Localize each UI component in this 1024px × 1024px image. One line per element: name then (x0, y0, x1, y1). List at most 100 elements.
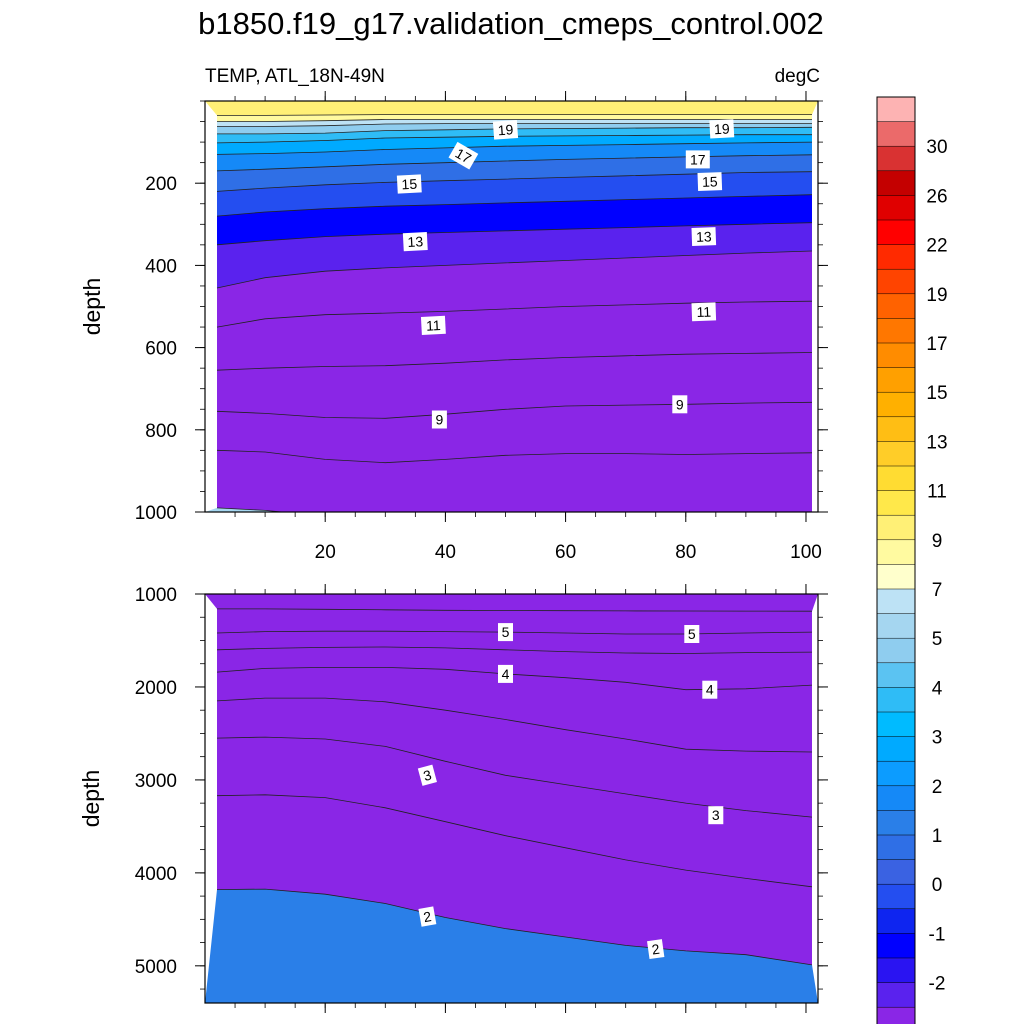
colorbar-label: 15 (926, 383, 947, 404)
colorbar-swatch (877, 318, 915, 344)
x-tick-label: 80 (675, 542, 696, 563)
colorbar-swatch (877, 1007, 915, 1024)
isotherm-line (217, 608, 813, 612)
y-axis-label: depth (79, 278, 105, 336)
units-label: degC (775, 66, 820, 87)
contour-label: 2 (418, 906, 437, 927)
colorbar-label: -2 (929, 974, 946, 995)
isotherm-line (216, 888, 813, 966)
colorbar-swatch (877, 490, 915, 516)
isotherm-line (216, 736, 813, 818)
lower-contour-fill: 5 5 4 4 3 3 2 2 (205, 594, 818, 1003)
colorbar-label: 5 (932, 629, 943, 650)
isotherm-line (216, 222, 813, 246)
contour-label: 9 (431, 410, 447, 429)
colorbar-swatch (877, 244, 915, 270)
y-tick-label: 400 (145, 256, 177, 277)
y-tick-label: 800 (145, 421, 177, 442)
colorbar-swatch (877, 195, 915, 221)
svg-text:19: 19 (714, 120, 731, 137)
y-axis-label: depth (78, 770, 104, 828)
svg-text:5: 5 (502, 624, 510, 640)
contour-band (217, 698, 812, 818)
svg-text:13: 13 (696, 228, 712, 245)
svg-text:9: 9 (436, 412, 444, 428)
contour-band (205, 594, 818, 612)
y-tick-label: 600 (145, 339, 177, 360)
colorbar-swatch (877, 687, 915, 713)
svg-text:2: 2 (422, 908, 433, 925)
colorbar-label: 13 (926, 432, 947, 453)
colorbar-swatch (877, 121, 915, 147)
contour-band (217, 134, 812, 155)
colorbar-swatch (877, 810, 915, 836)
contour-label: 3 (708, 806, 724, 825)
contour-band (217, 251, 812, 328)
colorbar-label: -1 (929, 924, 946, 945)
colorbar-swatch (877, 613, 915, 639)
colorbar-label: 17 (926, 334, 947, 355)
isotherm-line (216, 646, 813, 654)
colorbar-label: 26 (926, 186, 947, 207)
svg-text:5: 5 (688, 626, 696, 642)
svg-text:13: 13 (407, 233, 424, 250)
contour-band (217, 608, 812, 634)
colorbar-label: 1 (932, 826, 943, 847)
colorbar-label: 22 (926, 236, 947, 257)
upper-panel: 19 19 17 17 15 15 13 13 11 11 9 9 200 400 600 800 1000 20… (79, 91, 828, 563)
contour-band (217, 631, 812, 654)
contour-label: 9 (672, 395, 688, 414)
colorbar-swatch (877, 785, 915, 811)
contour-label: 13 (691, 227, 717, 247)
y-tick-label: 4000 (135, 864, 177, 885)
colorbar-swatch (877, 662, 915, 688)
colorbar-swatch (877, 539, 915, 565)
colorbar-swatch (877, 982, 915, 1008)
contour-label: 11 (420, 315, 446, 336)
contour-band (205, 889, 818, 1003)
contour-band (217, 142, 812, 171)
isotherm-line (216, 794, 813, 888)
svg-text:2: 2 (651, 941, 661, 958)
contour-label: 13 (402, 231, 428, 252)
colorbar: 30 26 22 19 17 15 13 11 9 7 5 4 3 2 1 0 -1 -2 (876, 96, 948, 1024)
contour-label: 3 (417, 764, 437, 786)
x-tick-label: 100 (790, 542, 822, 563)
colorbar-swatch (877, 343, 915, 369)
upper-contour-fill: 19 19 17 17 15 15 13 13 11 11 9 9 (205, 101, 818, 512)
contour-label: 11 (691, 302, 717, 322)
svg-text:15: 15 (702, 173, 718, 190)
svg-text:19: 19 (497, 121, 514, 138)
colorbar-swatch (877, 515, 915, 541)
colorbar-label: 9 (932, 531, 943, 552)
contour-band (217, 171, 812, 217)
svg-text:17: 17 (690, 151, 706, 167)
lower-plot-frame (204, 593, 819, 1004)
x-tick-label: 60 (555, 542, 576, 563)
colorbar-swatch (877, 958, 915, 984)
colorbar-label: 11 (927, 482, 947, 503)
contour-band (217, 450, 812, 512)
y-tick-label: 3000 (135, 771, 177, 792)
colorbar-swatch (877, 220, 915, 246)
colorbar-swatch (877, 146, 915, 172)
colorbar-swatch (877, 835, 915, 861)
colorbar-swatch (877, 564, 915, 590)
colorbar-label: 30 (926, 137, 947, 158)
x-tick-label: 40 (435, 542, 456, 563)
contour-band (217, 154, 812, 192)
colorbar-label: 7 (932, 580, 943, 601)
colorbar-label: 19 (926, 285, 947, 306)
lower-panel: 5 5 4 4 3 3 2 2 1000 2000 3000 4000 5000 depth (78, 584, 828, 1013)
y-tick-label: 1000 (135, 503, 177, 524)
svg-text:17: 17 (453, 145, 475, 167)
svg-text:4: 4 (706, 682, 714, 698)
isotherm-line (217, 114, 812, 116)
contour-label: 4 (498, 664, 513, 683)
svg-text:4: 4 (502, 666, 510, 682)
y-tick-label: 5000 (135, 957, 177, 978)
isotherm-line (216, 449, 813, 464)
y-tick-label: 1000 (135, 585, 177, 606)
contour-label: 4 (702, 680, 718, 699)
